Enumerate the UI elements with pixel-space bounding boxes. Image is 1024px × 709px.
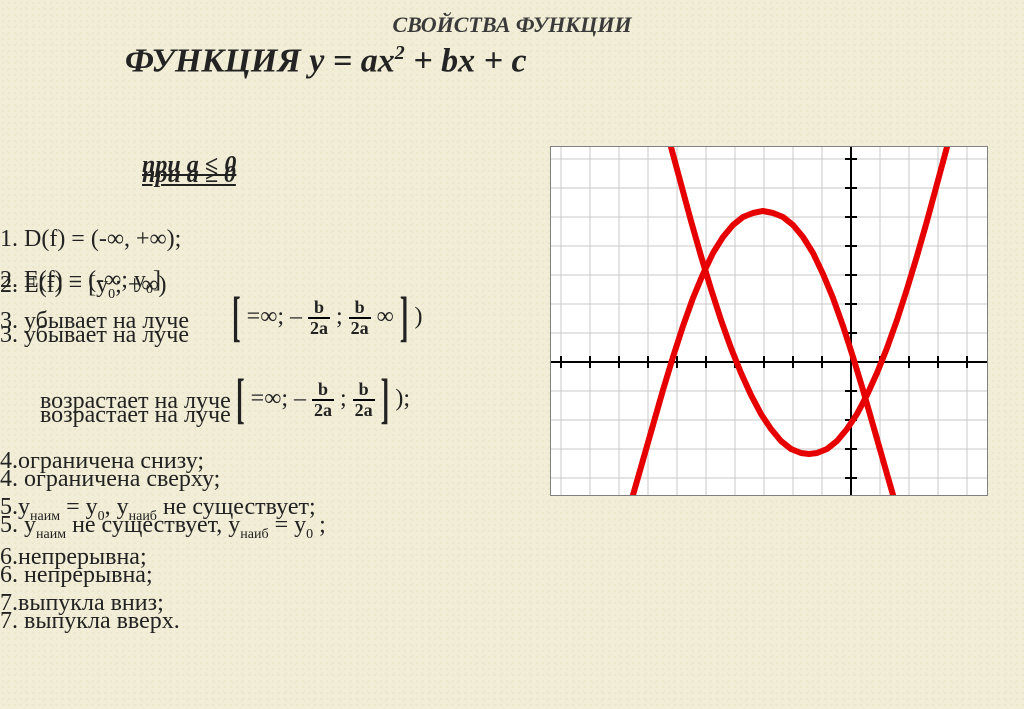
page-subtitle: СВОЙСТВА ФУНКЦИИ — [0, 12, 1024, 38]
page-title: ФУНКЦИЯ y = ax2 + bx + c — [125, 42, 527, 80]
prop-1: 1. D(f) = (-∞, +∞); — [0, 226, 560, 253]
prop-5-variant-b: 5. yнаим не существует, yнаиб = y0 ; — [0, 512, 560, 543]
prop-4-variant-b: 4. ограничена сверху; — [0, 466, 560, 493]
parabola-graph — [550, 146, 988, 496]
prop-7-variant-b: 7. выпукла вверх. — [0, 608, 560, 635]
prop-3-interval: [ =∞; – b2a ; b2a ∞ ] ) — [232, 298, 422, 338]
condition-a-ge-0: при a ≥ 0 — [142, 162, 236, 189]
prop-6-variant-b: 6. непрерывна; — [0, 562, 560, 589]
prop-increase-interval: [ =∞; – b2a ; b2a ] ); — [236, 380, 410, 420]
